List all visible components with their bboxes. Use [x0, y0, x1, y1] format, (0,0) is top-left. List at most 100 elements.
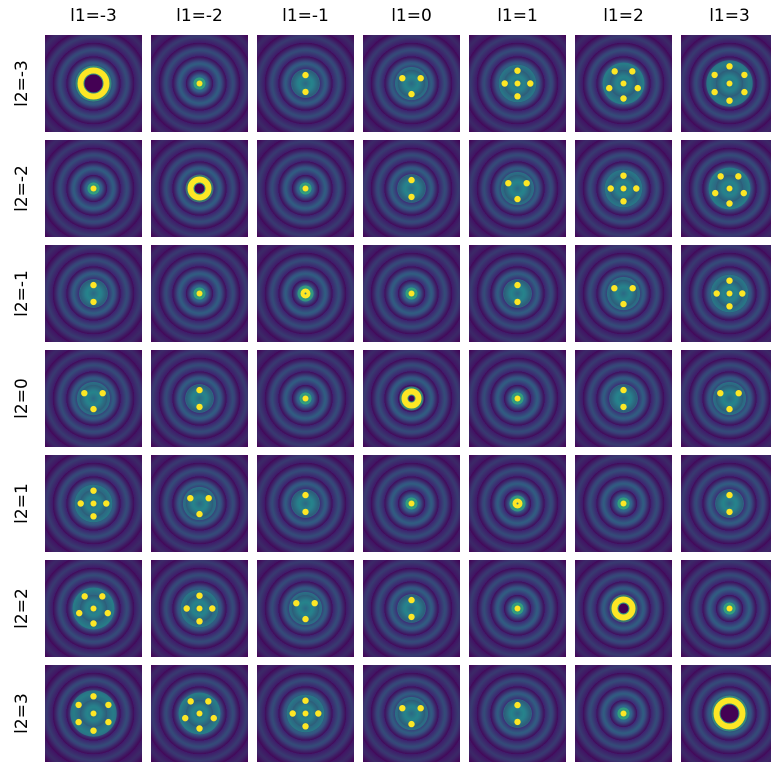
- spot: [187, 495, 193, 501]
- spot: [408, 194, 414, 200]
- pattern-panel: [575, 245, 672, 342]
- spot: [290, 710, 296, 716]
- figure: l1=-3l1=-2l1=-1l1=0l1=1l1=2l1=3l2=-3l2=-…: [0, 0, 771, 763]
- spot: [726, 509, 732, 515]
- spot: [417, 705, 423, 711]
- spot: [90, 620, 96, 626]
- pattern-panel: [681, 140, 771, 237]
- spot: [726, 406, 732, 412]
- spot: [99, 593, 105, 599]
- spot: [315, 710, 321, 716]
- spot: [90, 488, 96, 494]
- spot: [514, 68, 520, 74]
- spot: [523, 180, 529, 186]
- spot: [75, 719, 81, 725]
- spot: [714, 290, 720, 296]
- pattern-panel: [257, 35, 354, 132]
- spot: [302, 72, 308, 78]
- spot: [399, 705, 405, 711]
- spot: [633, 185, 639, 191]
- spot: [726, 278, 732, 284]
- spot: [90, 282, 96, 288]
- spot: [727, 81, 733, 87]
- spot: [409, 291, 415, 297]
- spot: [711, 89, 717, 95]
- spot: [197, 291, 203, 297]
- spot: [99, 390, 105, 396]
- spot: [711, 72, 717, 78]
- spot: [726, 63, 732, 69]
- spot: [105, 719, 111, 725]
- pattern-panel: [363, 245, 460, 342]
- pattern-panel: [681, 245, 771, 342]
- spot: [81, 593, 87, 599]
- spot: [105, 610, 111, 616]
- spot: [741, 89, 747, 95]
- row-label: l2=-1: [12, 270, 32, 317]
- donut-glow: [510, 496, 526, 512]
- spot: [197, 711, 203, 717]
- spot: [81, 390, 87, 396]
- pattern-panel: [363, 140, 460, 237]
- pattern-panel: [681, 35, 771, 132]
- spot: [91, 501, 97, 507]
- column-label: l1=-1: [282, 6, 329, 26]
- spot: [735, 173, 741, 179]
- column-label: l1=-3: [70, 6, 117, 26]
- donut-core: [409, 396, 415, 402]
- spot: [196, 618, 202, 624]
- spot: [408, 721, 414, 727]
- pattern-panel: [575, 455, 672, 552]
- pattern-panel: [363, 665, 460, 762]
- column-label: l1=2: [603, 6, 644, 26]
- spot: [90, 406, 96, 412]
- pattern-panel: [151, 560, 248, 657]
- spot: [311, 600, 317, 606]
- pattern-panel: [151, 140, 248, 237]
- spot: [103, 500, 109, 506]
- pattern-panel: [151, 35, 248, 132]
- spot: [629, 285, 635, 291]
- spot: [399, 75, 405, 81]
- pattern-panel: [45, 665, 142, 762]
- spot: [90, 299, 96, 305]
- pattern-panel: [469, 560, 566, 657]
- spot: [515, 396, 521, 402]
- pattern-panel: [575, 665, 672, 762]
- pattern-panel: [469, 455, 566, 552]
- spot: [717, 173, 723, 179]
- donut-core: [721, 705, 739, 723]
- spot: [302, 509, 308, 515]
- row-label: l2=3: [12, 693, 32, 734]
- column-label: l1=1: [497, 6, 538, 26]
- pattern-panel: [257, 350, 354, 447]
- spot: [205, 495, 211, 501]
- pattern-panel: [681, 665, 771, 762]
- pattern-panel: [363, 350, 460, 447]
- spot: [741, 190, 747, 196]
- pattern-panel: [363, 455, 460, 552]
- pattern-panel: [363, 35, 460, 132]
- spot: [303, 186, 309, 192]
- row-label: l2=2: [12, 588, 32, 629]
- spot: [502, 80, 508, 86]
- spot: [302, 616, 308, 622]
- spot: [196, 511, 202, 517]
- pattern-panel: [257, 665, 354, 762]
- spot: [606, 85, 612, 91]
- spot: [514, 93, 520, 99]
- row-label: l2=0: [12, 378, 32, 419]
- spot: [196, 404, 202, 410]
- spot: [514, 282, 520, 288]
- spot: [90, 693, 96, 699]
- spot: [184, 605, 190, 611]
- spot: [302, 723, 308, 729]
- pattern-panel: [151, 350, 248, 447]
- spot: [726, 492, 732, 498]
- spot: [293, 600, 299, 606]
- spot: [741, 72, 747, 78]
- pattern-panel: [469, 350, 566, 447]
- spot: [303, 396, 309, 402]
- spot: [196, 387, 202, 393]
- column-label: l1=3: [709, 6, 750, 26]
